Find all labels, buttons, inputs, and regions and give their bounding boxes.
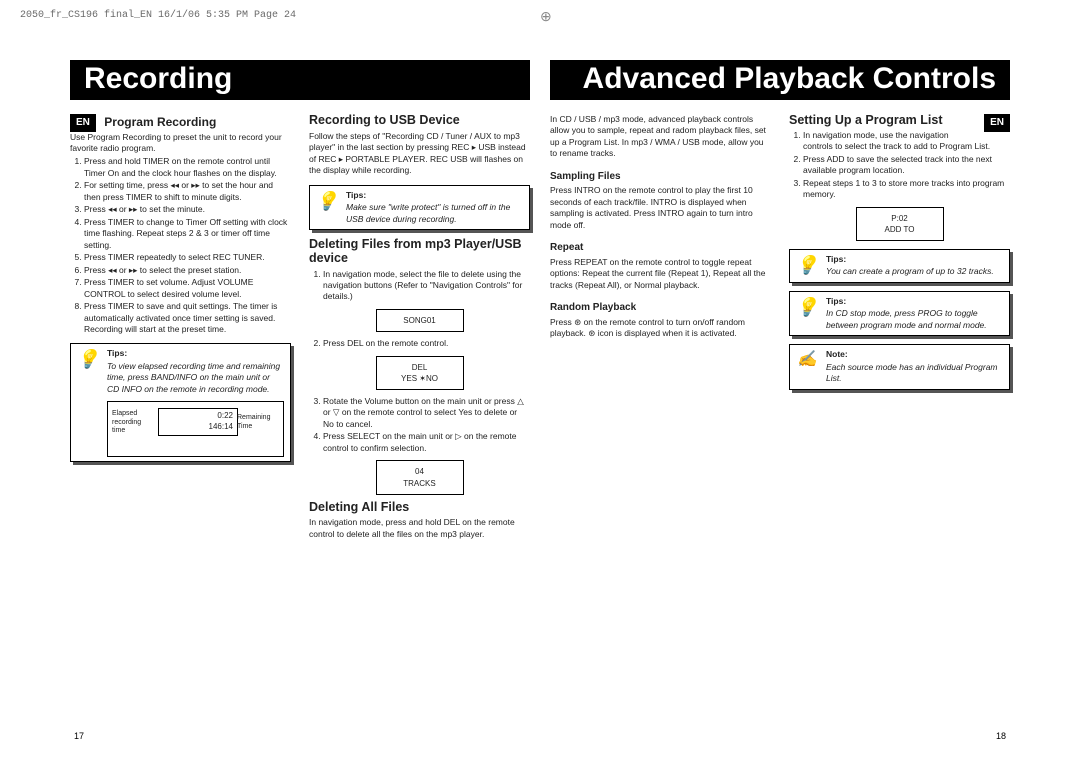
tips-box-usb: 💡 Tips: Make sure "write protect" is tur… xyxy=(309,185,530,230)
delete-all-text: In navigation mode, press and hold DEL o… xyxy=(309,517,530,540)
tips-text: Make sure "write protect" is turned off … xyxy=(346,202,510,223)
delete-steps: In navigation mode, select the file to d… xyxy=(309,269,530,303)
heading-delete-all: Deleting All Files xyxy=(309,501,530,515)
tips-label: Tips: xyxy=(107,348,284,359)
delete-steps-2: Press DEL on the remote control. xyxy=(309,338,530,349)
tips-text: To view elapsed recording time and remai… xyxy=(107,361,280,394)
page-number-right: 18 xyxy=(996,731,1006,741)
bulb-icon: 💡 xyxy=(314,190,340,216)
heading-sampling: Sampling Files xyxy=(550,170,771,184)
heading-program-recording: Program Recording xyxy=(104,115,216,129)
bulb-icon: 💡 xyxy=(794,254,820,280)
tips-box-32tracks: 💡 Tips: You can create a program of up t… xyxy=(789,249,1010,283)
left-col2: Recording to USB Device Follow the steps… xyxy=(309,114,530,540)
diagram-left-label: Elapsed recording time xyxy=(112,410,154,435)
program-list-steps: In navigation mode, use the navigation c… xyxy=(789,130,1010,201)
list-item: Repeat steps 1 to 3 to store more tracks… xyxy=(803,178,1010,201)
diagram-right-label: Remaining Time xyxy=(237,414,279,431)
lcd-del: DEL YES ✶NO xyxy=(376,356,464,390)
list-item: Press and hold TIMER on the remote contr… xyxy=(84,156,291,179)
random-text: Press ⊛ on the remote control to turn on… xyxy=(550,317,771,340)
bulb-icon: 💡 xyxy=(794,296,820,322)
list-item: Press TIMER repeatedly to select REC TUN… xyxy=(84,252,291,263)
list-item: In navigation mode, use the navigation c… xyxy=(803,130,1010,153)
tips-text: You can create a program of up to 32 tra… xyxy=(826,266,994,276)
note-text: Each source mode has an individual Progr… xyxy=(826,362,998,383)
list-item: Rotate the Volume button on the main uni… xyxy=(323,396,530,430)
heading-delete-files: Deleting Files from mp3 Player/USB devic… xyxy=(309,238,530,266)
repeat-text: Press REPEAT on the remote control to to… xyxy=(550,257,771,291)
right-col2: Setting Up a Program List EN In navigati… xyxy=(789,114,1010,398)
page-title-right: Advanced Playback Controls xyxy=(550,60,1010,100)
sampling-text: Press INTRO on the remote control to pla… xyxy=(550,185,771,231)
page-number-left: 17 xyxy=(74,731,84,741)
heading-repeat: Repeat xyxy=(550,241,771,255)
list-item: Press TIMER to save and quit settings. T… xyxy=(84,301,291,335)
intro-text: Use Program Recording to preset the unit… xyxy=(70,132,291,155)
list-item: Press TIMER to set volume. Adjust VOLUME… xyxy=(84,277,291,300)
list-item: Press TIMER to change to Timer Off setti… xyxy=(84,217,291,251)
rec-usb-text: Follow the steps of "Recording CD / Tune… xyxy=(309,131,530,177)
diagram-box: 0:22 146:14 xyxy=(158,408,238,436)
list-item: Press ADD to save the selected track int… xyxy=(803,154,1010,177)
heading-rec-usb: Recording to USB Device xyxy=(309,114,530,128)
adv-intro: In CD / USB / mp3 mode, advanced playbac… xyxy=(550,114,771,160)
note-label: Note: xyxy=(826,349,1003,360)
lang-tab-left: EN xyxy=(70,114,96,132)
list-item: Press DEL on the remote control. xyxy=(323,338,530,349)
page-title-left: Recording xyxy=(70,60,530,100)
lcd-line1: P:02 xyxy=(865,213,935,224)
lcd-tracks: 04 TRACKS xyxy=(376,460,464,494)
lcd-line1: 04 xyxy=(385,466,455,477)
lcd-line2: ADD TO xyxy=(865,224,935,235)
lcd-song: SONG01 xyxy=(376,309,464,332)
heading-random: Random Playback xyxy=(550,301,771,315)
lcd-line2: TRACKS xyxy=(385,478,455,489)
lcd-line1: DEL xyxy=(385,362,455,373)
list-item: Press SELECT on the main unit or ▷ on th… xyxy=(323,431,530,454)
diagram-time2: 146:14 xyxy=(163,422,233,433)
list-item: For setting time, press ◂◂ or ▸▸ to set … xyxy=(84,180,291,203)
list-item: Press ◂◂ or ▸▸ to set the minute. xyxy=(84,204,291,215)
page-right: Advanced Playback Controls In CD / USB /… xyxy=(540,60,1020,741)
list-item: In navigation mode, select the file to d… xyxy=(323,269,530,303)
delete-steps-3: Rotate the Volume button on the main uni… xyxy=(309,396,530,454)
tips-label: Tips: xyxy=(346,190,523,201)
time-diagram: Elapsed recording time 0:22 146:14 Remai… xyxy=(107,401,284,457)
crop-mark: ⊕ xyxy=(540,8,552,25)
lcd-line2: YES ✶NO xyxy=(385,373,455,384)
right-col1: In CD / USB / mp3 mode, advanced playbac… xyxy=(550,114,771,398)
hand-icon: ✍ xyxy=(794,349,820,375)
lcd-program: P:02 ADD TO xyxy=(856,207,944,241)
page-left: Recording EN Program Recording Use Progr… xyxy=(60,60,540,741)
tips-box-prog: 💡 Tips: In CD stop mode, press PROG to t… xyxy=(789,291,1010,336)
tips-label: Tips: xyxy=(826,296,1003,307)
tips-box-recording: 💡 Tips: To view elapsed recording time a… xyxy=(70,343,291,462)
heading-program-list: Setting Up a Program List xyxy=(789,113,943,127)
note-box: ✍ Note: Each source mode has an individu… xyxy=(789,344,1010,389)
left-col1: EN Program Recording Use Program Recordi… xyxy=(70,114,291,540)
program-steps: Press and hold TIMER on the remote contr… xyxy=(70,156,291,335)
page-spread: Recording EN Program Recording Use Progr… xyxy=(60,60,1020,741)
tips-text: In CD stop mode, press PROG to toggle be… xyxy=(826,308,987,329)
lang-tab-right: EN xyxy=(984,114,1010,132)
list-item: Press ◂◂ or ▸▸ to select the preset stat… xyxy=(84,265,291,276)
print-header: 2050_fr_CS196 final_EN 16/1/06 5:35 PM P… xyxy=(20,10,296,21)
bulb-icon: 💡 xyxy=(75,348,101,374)
diagram-time1: 0:22 xyxy=(163,411,233,422)
tips-label: Tips: xyxy=(826,254,1003,265)
